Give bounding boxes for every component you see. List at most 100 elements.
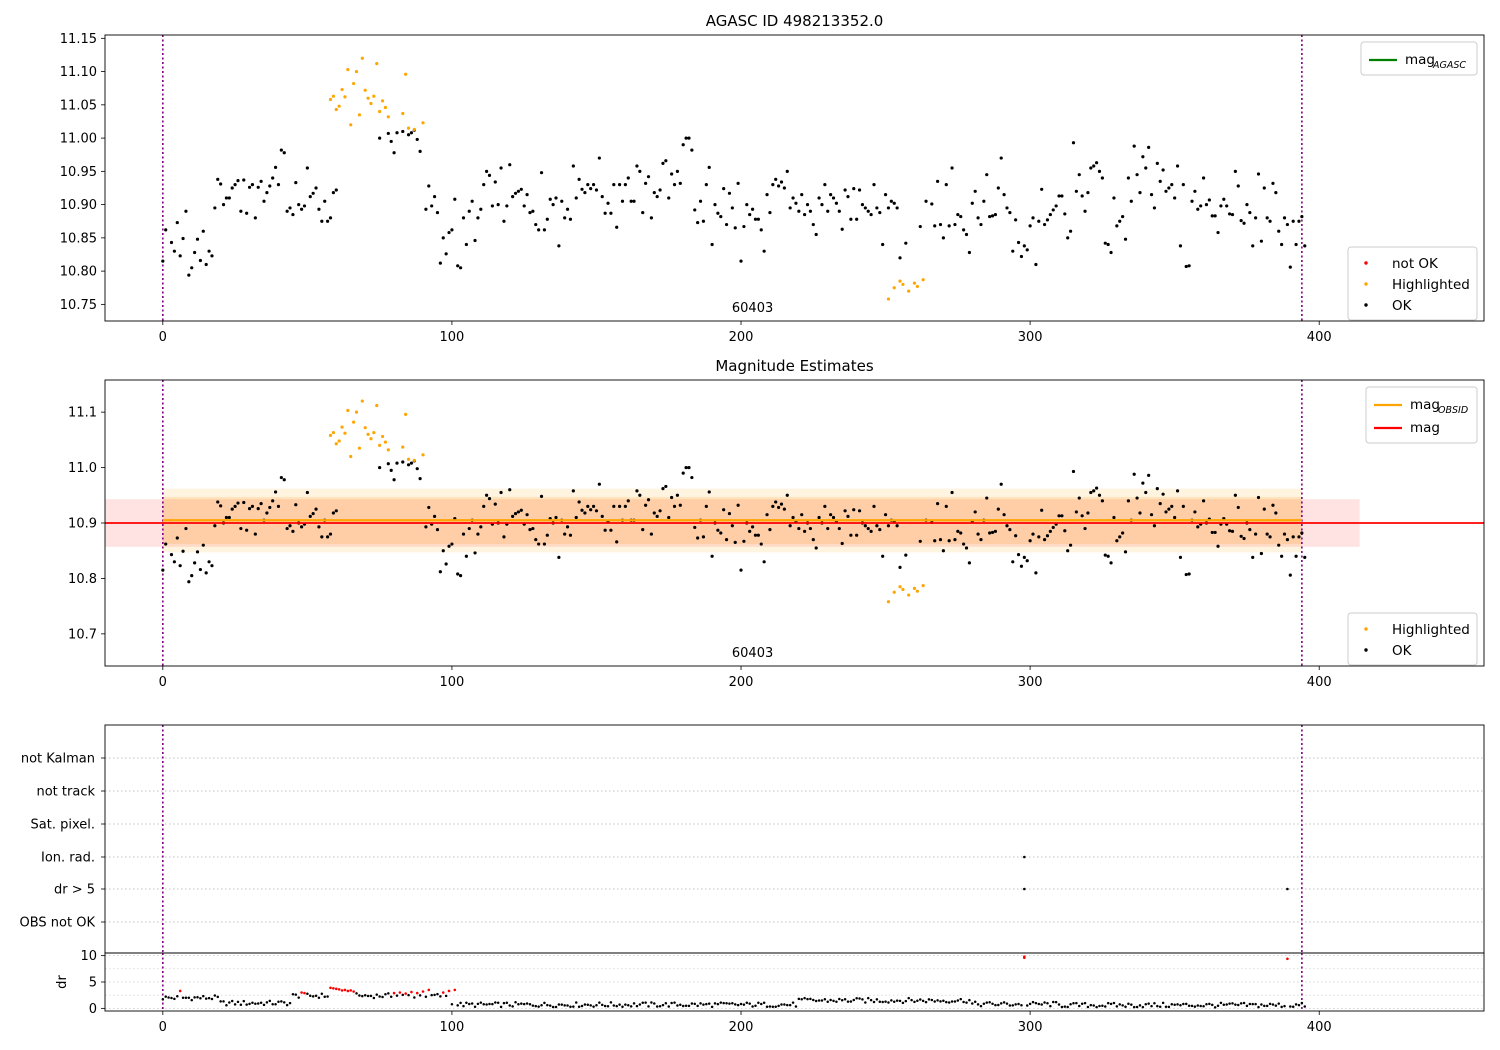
ok-point [545, 533, 549, 537]
ok-point [765, 193, 769, 197]
ok-point [467, 526, 471, 531]
flag-point [1023, 887, 1026, 891]
ok-point [782, 186, 786, 190]
dr-ok-point [1046, 1002, 1049, 1005]
ok-point [519, 187, 523, 191]
ok-point [652, 511, 656, 515]
ok-point [239, 209, 243, 213]
ok-point [1175, 489, 1180, 493]
dr-ok-point [173, 997, 176, 1001]
dr-ok-point [1130, 1003, 1133, 1006]
ok-point [508, 163, 512, 167]
dr-ok-point [598, 1001, 601, 1004]
ok-point [797, 526, 801, 531]
ok-point [1262, 507, 1266, 511]
dr-ok-point [430, 993, 433, 997]
dr-ok-point [997, 1003, 1000, 1007]
ok-point [719, 214, 723, 219]
y-tick-label: 10.90 [60, 198, 97, 213]
ok-point [808, 209, 813, 213]
y-tick-label: 10.75 [60, 298, 97, 313]
ok-point [1022, 555, 1026, 559]
ok-point [895, 206, 899, 210]
ok-point [594, 188, 599, 192]
dr-ok-point [829, 998, 832, 1002]
ok-point [1248, 210, 1252, 215]
x-tick-label: 200 [729, 675, 754, 690]
legend-box [1347, 612, 1478, 666]
dr-ok-point [1121, 1004, 1124, 1007]
dr-ok-point [866, 996, 870, 1000]
highlighted-point [357, 113, 362, 117]
flag-point [1286, 887, 1289, 891]
ok-point [1210, 530, 1214, 535]
ok-point [1219, 204, 1223, 208]
ok-point [1034, 571, 1038, 575]
ok-point [175, 220, 179, 225]
dr-ok-point [291, 992, 295, 996]
dr-ok-point [1080, 1002, 1084, 1006]
dr-notok-point [352, 990, 355, 993]
ok-point [288, 206, 292, 210]
ok-point [1303, 244, 1307, 248]
ok-point [172, 249, 176, 253]
ok-point [1025, 248, 1029, 252]
ok-point [739, 568, 743, 572]
dr-ok-point [621, 1005, 624, 1008]
ok-point [219, 504, 223, 508]
ok-point [273, 490, 278, 494]
ok-point [886, 206, 891, 210]
ok-point [670, 495, 674, 500]
dr-ok-point [366, 994, 370, 998]
ok-point [537, 542, 541, 546]
ok-point [531, 209, 535, 213]
y-tick-label: 10 [80, 949, 97, 964]
ok-point [748, 529, 752, 533]
ok-point [236, 501, 240, 505]
ok-point [259, 502, 263, 506]
dr-ok-point [199, 997, 202, 1000]
ok-point [774, 177, 778, 181]
y-tick-label: 10.7 [68, 627, 97, 642]
flag-category-label: dr > 5 [54, 883, 95, 898]
dr-ok-point [976, 1003, 980, 1006]
ok-point [1005, 524, 1009, 528]
dr-ok-point [297, 996, 300, 999]
dr-ok-point [433, 993, 436, 997]
dr-ok-point [401, 993, 405, 997]
dr-notok-point [415, 991, 419, 995]
highlighted-point [363, 426, 367, 430]
dr-ok-point [930, 998, 934, 1002]
dr-ok-point [230, 999, 234, 1003]
highlighted-point [360, 56, 364, 60]
dr-notok-series [178, 955, 1289, 995]
ok-point [1002, 193, 1006, 197]
dr-ok-point [982, 1002, 986, 1006]
highlighted-point [375, 403, 379, 408]
ok-point [724, 222, 729, 227]
dr-ok-point [256, 1002, 260, 1005]
ok-point [560, 199, 564, 203]
highlighted-series [328, 399, 925, 604]
ok-point [855, 533, 859, 537]
dr-ok-point [722, 1001, 725, 1005]
dr-ok-point [1225, 1003, 1228, 1006]
ok-point [1097, 493, 1102, 497]
highlighted-point [334, 442, 338, 446]
ok-point [265, 191, 269, 195]
dr-ok-series [161, 992, 1307, 1009]
ok-point [386, 131, 390, 136]
ok-point [826, 526, 830, 531]
ok-point [1216, 544, 1220, 548]
dr-ok-point [609, 1001, 613, 1004]
ok-point [519, 508, 523, 512]
ok-point [719, 531, 723, 535]
ok-point [190, 574, 194, 578]
dr-ok-point [358, 994, 361, 997]
dr-ok-point [800, 997, 803, 1001]
dr-ok-point [814, 999, 818, 1003]
dr-ok-point [323, 995, 326, 998]
dr-ok-point [624, 1003, 627, 1006]
ok-point [840, 227, 844, 231]
ok-point [1005, 206, 1009, 210]
